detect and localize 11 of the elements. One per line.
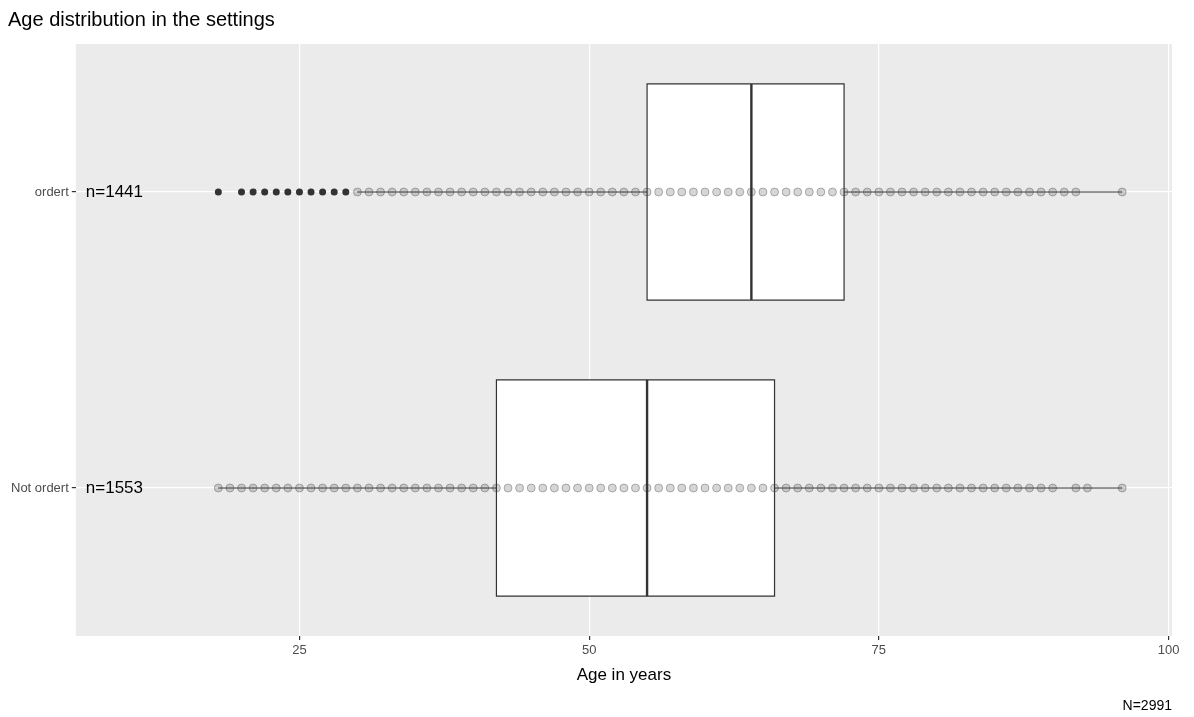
text: N=2991 (1122, 697, 1172, 713)
y-tick-label: ordert (34, 183, 70, 199)
annotation: n=1441 (85, 181, 143, 201)
x-tick-label: 25 (292, 642, 307, 658)
annotation: n=1553 (85, 477, 143, 497)
x-tick-label: 50 (581, 642, 597, 658)
x-tick-label: 100 (1157, 642, 1180, 658)
x-axis-title: Age in years (576, 665, 672, 685)
x-tick-label: 75 (871, 642, 887, 658)
chart-title: Age distribution in the settings (8, 7, 275, 30)
y-tick-label: Not ordert (10, 479, 70, 495)
